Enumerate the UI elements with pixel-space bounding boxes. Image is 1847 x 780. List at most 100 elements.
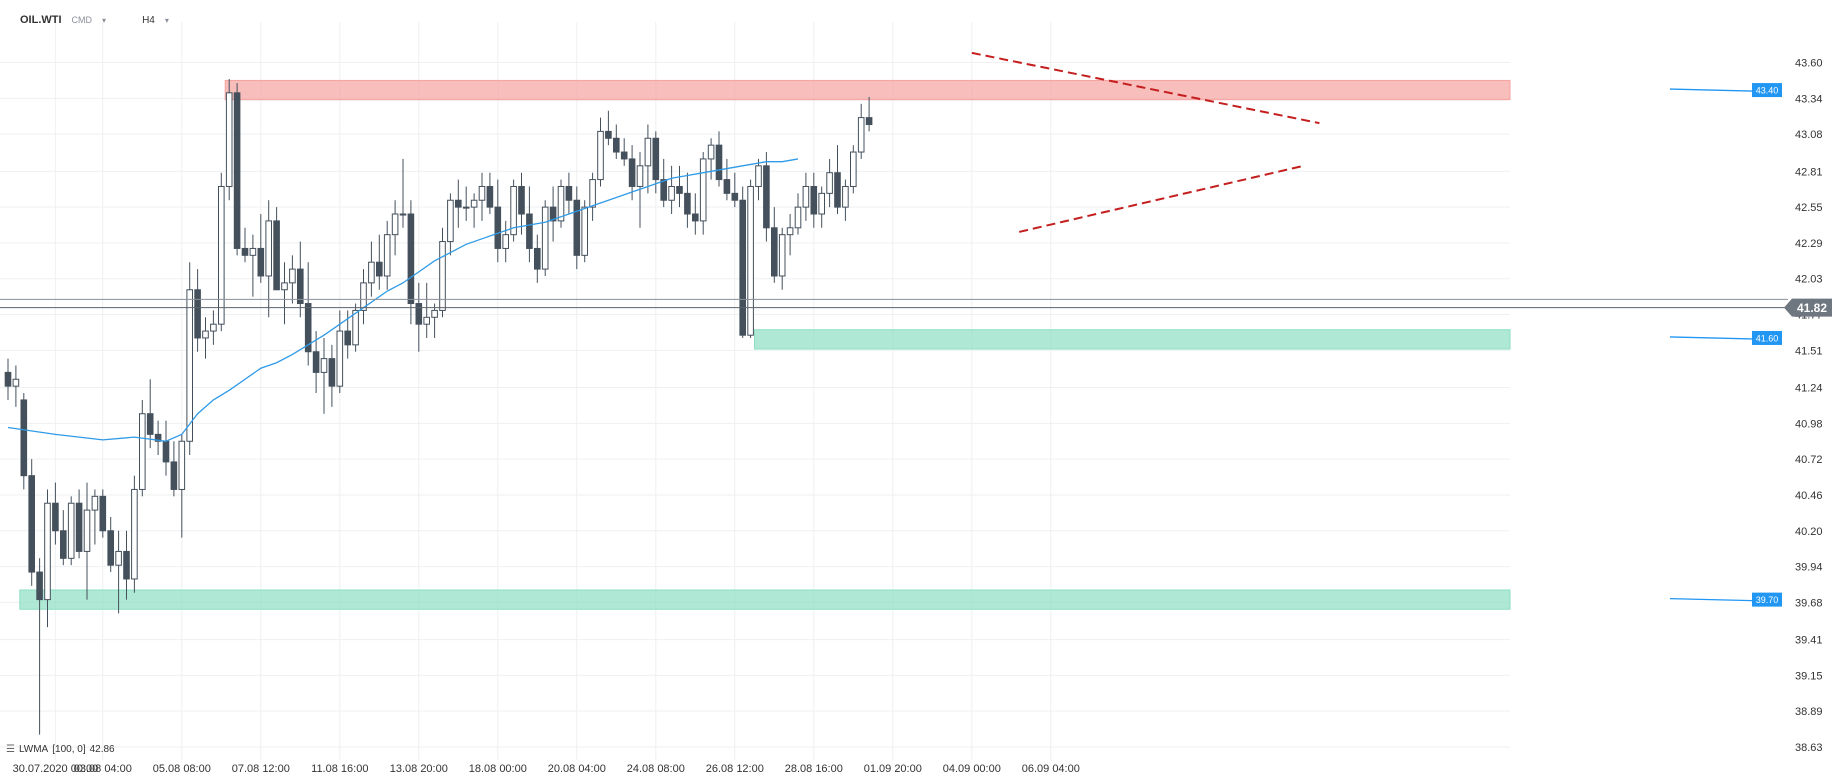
candle-bull <box>802 185 810 208</box>
candle-bear <box>241 247 249 256</box>
candle-bear <box>486 185 494 208</box>
candle-bull <box>668 185 675 201</box>
candle-bear <box>534 247 541 270</box>
candle-bear <box>376 261 383 277</box>
candle-bull <box>289 268 296 284</box>
x-tick-label: 28.08 16:00 <box>785 763 843 775</box>
candle-bear <box>834 172 841 208</box>
candle-bear <box>304 303 312 353</box>
price-zones: 43.40 41.60 39.70 <box>19 79 1782 610</box>
candle-bear <box>75 502 83 552</box>
indicator-name: LWMA <box>18 744 49 755</box>
candle-bull <box>502 234 509 249</box>
candle-bull <box>131 488 138 580</box>
x-tick-label: 01.09 20:00 <box>864 763 922 775</box>
y-tick-label: 43.08 <box>1795 129 1823 141</box>
candle-bear <box>494 206 502 249</box>
zone-marker-line <box>1669 597 1753 602</box>
candle-bear <box>518 185 525 215</box>
upper-triangle-line <box>971 51 1320 125</box>
y-axis: 43.6043.3443.0842.8142.5542.2942.0341.77… <box>1784 58 1832 754</box>
candle-bear <box>99 495 107 532</box>
candle-bull <box>202 330 209 339</box>
candle-bull <box>265 220 272 277</box>
candle-bull <box>818 192 826 215</box>
candle-bull <box>510 185 517 236</box>
timeframe-selector[interactable]: H4 <box>142 14 155 26</box>
candle-bull <box>352 309 359 346</box>
y-tick-label: 42.29 <box>1795 238 1823 250</box>
grid-lines <box>0 22 1510 760</box>
candle-bull <box>462 206 470 209</box>
candle-bull <box>12 378 20 387</box>
candle-bear <box>36 571 43 601</box>
candle-bull <box>589 179 596 208</box>
candle-bear <box>170 461 178 490</box>
candle-bear <box>731 192 739 201</box>
candle-bear <box>123 550 130 580</box>
candle-bear <box>549 206 557 222</box>
candle-bear <box>146 413 154 435</box>
support-zone-upper <box>754 329 1511 350</box>
candle-bull <box>447 199 454 243</box>
chevron-down-icon[interactable]: ▾ <box>164 15 169 25</box>
candle-bear <box>628 158 636 187</box>
candle-bull <box>218 185 225 325</box>
candle-bear <box>676 185 683 194</box>
candle-bull <box>794 206 802 229</box>
candle-bull <box>186 289 193 442</box>
candle-bear <box>297 268 304 305</box>
symbol-name[interactable]: OIL.WTI <box>20 14 62 26</box>
zone-price-tag <box>1752 330 1782 345</box>
chevron-down-icon[interactable]: ▾ <box>102 15 107 25</box>
candle-bear <box>865 117 873 125</box>
y-tick-label: 39.15 <box>1795 670 1823 682</box>
x-tick-label: 30.07.2020 00:00 <box>13 763 99 775</box>
x-tick-label: 05.08 08:00 <box>153 763 211 775</box>
candle-bull <box>478 185 486 201</box>
candle-bull <box>850 151 857 187</box>
candle-bull <box>778 234 786 277</box>
candle-bull <box>644 137 652 167</box>
candle-bear <box>415 303 423 325</box>
y-tick-label: 42.81 <box>1795 166 1823 178</box>
zone-marker-line <box>1669 88 1753 92</box>
lines-icon: ☰ <box>6 744 15 755</box>
candle-bear <box>620 151 628 160</box>
candle-bull <box>541 206 549 270</box>
candle-bull <box>747 185 754 336</box>
candle-bull <box>91 495 99 511</box>
candle-bull <box>399 213 407 216</box>
zone-price-tag <box>1752 592 1782 607</box>
candle-bear <box>565 185 573 201</box>
candle-bear <box>233 92 241 249</box>
candles <box>4 79 873 735</box>
x-tick-label: 04.09 00:00 <box>943 763 1001 775</box>
candle-bull <box>368 261 375 284</box>
candle-bull <box>786 227 794 236</box>
candle-bear <box>407 213 415 305</box>
y-tick-label: 41.51 <box>1795 345 1823 357</box>
candle-bear <box>194 289 201 339</box>
y-tick-label: 42.55 <box>1795 202 1823 214</box>
candle-bear <box>771 227 778 277</box>
y-tick-label: 38.63 <box>1795 742 1823 754</box>
candle-bear <box>107 530 115 566</box>
y-tick-label: 38.89 <box>1795 706 1823 718</box>
candle-bull <box>67 502 75 559</box>
candle-bear <box>257 247 265 277</box>
candle-bull <box>699 158 707 222</box>
trendlines <box>971 51 1320 233</box>
y-tick-label: 39.68 <box>1795 597 1823 609</box>
indicator-legend[interactable]: ☰ LWMA [100, 0] 42.86 <box>6 744 115 755</box>
y-tick-label: 43.34 <box>1795 93 1823 105</box>
y-tick-label: 42.03 <box>1795 274 1823 286</box>
x-tick-label: 13.08 20:00 <box>390 763 448 775</box>
candle-bull <box>439 241 446 311</box>
candle-bull <box>636 165 644 187</box>
resistance-zone <box>224 79 1511 101</box>
candle-bear <box>526 213 533 249</box>
chart-header: OIL.WTI CMD ▾ H4 ▾ <box>20 14 169 26</box>
